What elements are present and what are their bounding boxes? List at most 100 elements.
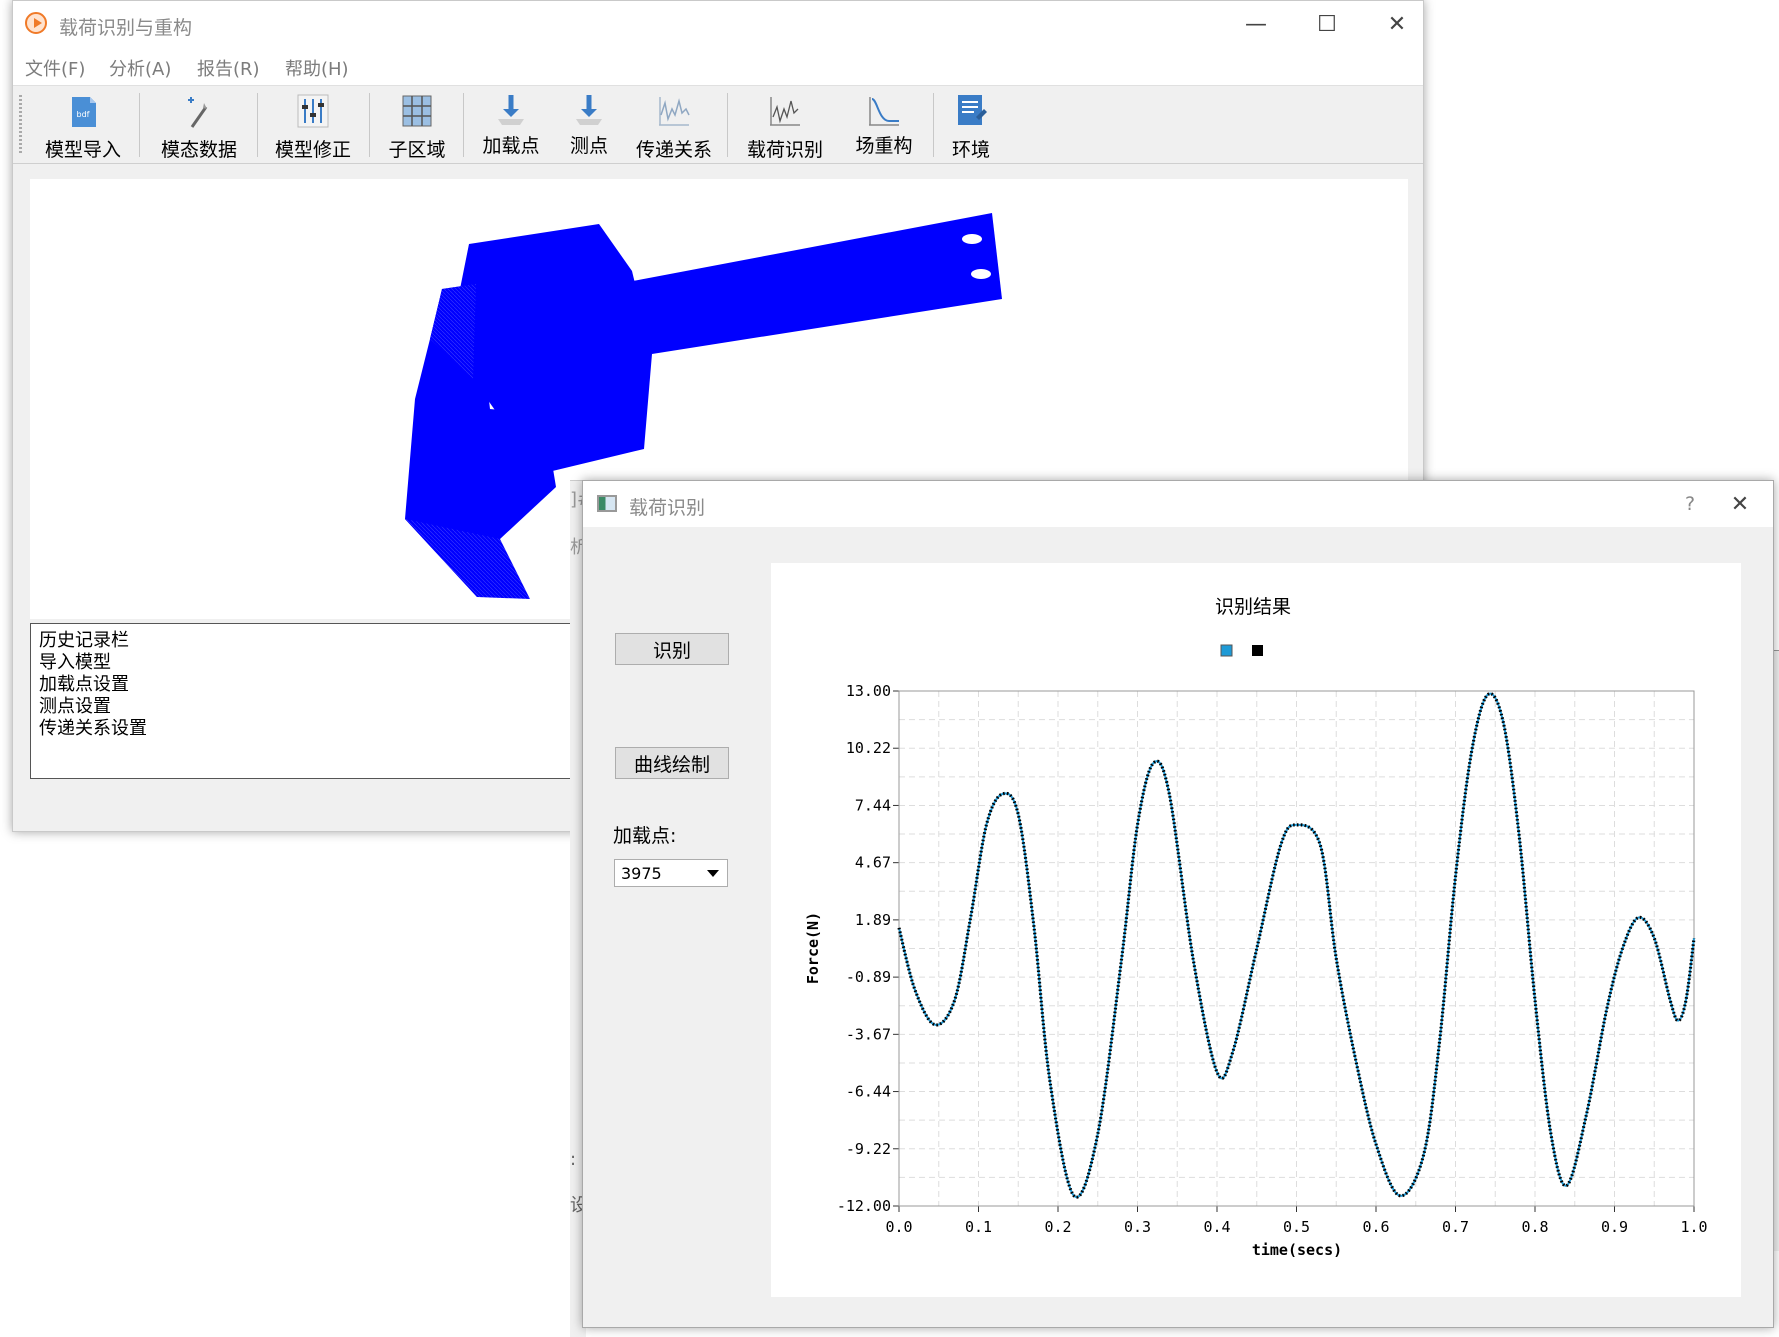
y-tick-label: 1.89 [855,911,891,929]
identify-button[interactable]: 识别 [615,633,729,665]
toolbar-modal-data-button[interactable]: 模态数据 [149,91,249,161]
fem-model-mesh[interactable] [30,179,1408,619]
toolbar-measure-point-button[interactable]: 测点 [553,91,625,159]
toolbar-model-import-button[interactable]: bdf 模型导入 [33,91,133,161]
close-button[interactable]: ✕ [1368,1,1426,47]
toolbar-separator [727,93,728,157]
y-tick-label: -12.00 [837,1197,891,1215]
plot-curve-button[interactable]: 曲线绘制 [615,747,729,779]
svg-text:bdf: bdf [77,110,90,119]
load-arrow-icon [498,95,524,125]
x-tick-label: 0.1 [965,1218,992,1236]
toolbar-label: 模型修正 [274,139,351,161]
toolbar-separator [369,93,370,157]
transfer-wave-icon [659,97,690,126]
menu-bar: 文件(F) 分析(A) 报告(R) 帮助(H) [13,47,1423,86]
model-lower-body [405,284,556,597]
toolbar-transfer-button[interactable]: 传递关系 [629,91,719,161]
toolbar-label: 加载点 [482,135,540,157]
model-mesh-edge [405,519,530,599]
force-chart: 识别结果 0.0 0.1 0.2 0.3 0.4 0.5 0.6 0.7 0.8 0.9 1.0 13… [804,596,1708,1259]
dialog-title: 载荷识别 [629,497,706,519]
menu-analysis[interactable]: 分析(A) [109,59,172,80]
y-tick-label: -3.67 [846,1025,891,1043]
x-tick-label: 0.9 [1601,1218,1628,1236]
bdf-file-icon: bdf [72,97,96,127]
menu-help[interactable]: 帮助(H) [285,59,349,80]
x-axis-label: time(secs) [1252,1241,1342,1259]
main-window-title: 载荷识别与重构 [59,17,193,39]
toolbar: bdf 模型导入 模态数据 模型修正 [13,87,1423,164]
toolbar-separator [933,93,934,157]
dialog-titlebar: 载荷识别 ? ✕ [583,481,1773,527]
toolbar-subregion-button[interactable]: 子区域 [377,91,457,161]
background-window-edge [1772,650,1779,1251]
model-arm [617,213,1002,354]
app-logo-icon [25,12,47,34]
chevron-down-icon [707,870,719,877]
x-tick-label: 0.5 [1283,1218,1310,1236]
toolbar-environment-button[interactable]: 环境 [939,91,1003,161]
history-line: 测点设置 [39,696,111,717]
load-point-value: 3975 [621,864,662,883]
toolbar-label: 模态数据 [160,139,237,161]
environment-doc-icon [958,95,987,125]
toolbar-label: 模型导入 [44,139,121,161]
toolbar-label: 子区域 [388,139,446,161]
field-curve-icon [869,97,899,126]
y-tick-label: 4.67 [855,854,891,872]
legend-marker-points [1252,645,1263,656]
minimize-button[interactable]: — [1227,1,1285,47]
grid-icon [402,95,432,127]
history-line: 传递关系设置 [39,718,147,739]
y-tick-label: 13.00 [846,682,891,700]
chart-title: 识别结果 [1215,596,1291,618]
x-tick-label: 0.2 [1044,1218,1071,1236]
y-tick-label: 10.22 [846,739,891,757]
menu-file[interactable]: 文件(F) [25,59,86,80]
series-line [898,692,1695,1199]
y-tick-label: -6.44 [846,1083,891,1101]
y-tick-label: -0.89 [846,968,891,986]
toolbar-separator [139,93,140,157]
y-tick-label: -9.22 [846,1140,891,1158]
history-line: 历史记录栏 [39,630,129,651]
x-tick-label: 0.8 [1521,1218,1548,1236]
maximize-button[interactable]: ☐ [1298,1,1356,47]
toolbar-separator [463,93,464,157]
load-identify-icon [770,97,800,126]
y-axis-label: Force(N) [804,912,822,984]
toolbar-separator [257,93,258,157]
chart-grid [898,690,1695,1207]
x-tick-label: 0.4 [1203,1218,1230,1236]
toolbar-grip[interactable] [19,95,22,155]
x-tick-label: 1.0 [1680,1218,1707,1236]
x-tick-label: 0.6 [1362,1218,1389,1236]
menu-report[interactable]: 报告(R) [197,59,260,80]
toolbar-label: 传递关系 [635,139,712,161]
history-line: 加载点设置 [39,674,129,695]
chart-ticks: 0.0 0.1 0.2 0.3 0.4 0.5 0.6 0.7 0.8 0.9 1.0 13.00 10… [837,682,1708,1236]
toolbar-model-update-button[interactable]: 模型修正 [263,91,363,161]
chart-panel: 识别结果 0.0 0.1 0.2 0.3 0.4 0.5 0.6 0.7 0.8 0.9 1.0 13… [771,563,1741,1297]
model-hole [962,234,982,244]
toolbar-label: 测点 [569,135,608,157]
help-button[interactable]: ? [1661,481,1719,527]
toolbar-load-identify-button[interactable]: 载荷识别 [735,91,835,161]
toolbar-label: 场重构 [855,135,913,157]
toolbar-load-point-button[interactable]: 加载点 [471,91,551,159]
toolbar-field-reconstruct-button[interactable]: 场重构 [839,91,929,159]
history-line: 导入模型 [39,652,111,673]
model-hole [971,269,991,279]
modal-wand-icon [188,97,208,128]
legend-marker-line [1220,644,1233,657]
main-titlebar: 载荷识别与重构 — ☐ ✕ [13,1,1423,47]
x-tick-label: 0.3 [1124,1218,1151,1236]
load-point-label: 加载点: [613,825,677,847]
y-tick-label: 7.44 [855,796,891,814]
dialog-app-icon [597,495,617,512]
sliders-icon [297,94,329,128]
load-point-select[interactable]: 3975 [614,859,728,887]
x-tick-label: 0.0 [885,1218,912,1236]
dialog-close-button[interactable]: ✕ [1711,481,1769,527]
